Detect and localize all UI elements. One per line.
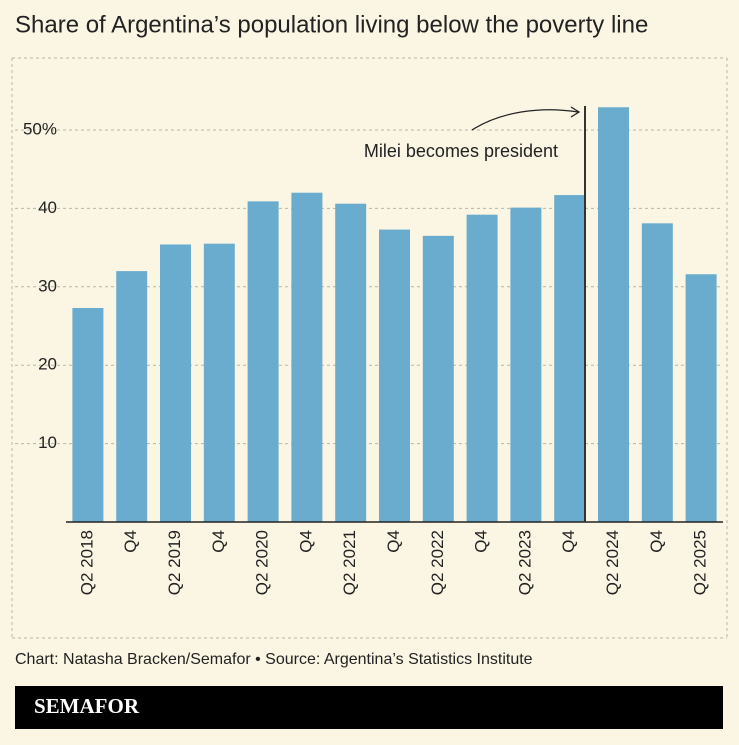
x-tick-label: Q2 2021 <box>340 530 359 595</box>
bar <box>203 243 235 522</box>
y-tick-label: 50% <box>23 119 57 138</box>
brand-bar <box>15 686 723 729</box>
bar <box>116 271 148 522</box>
x-tick-label: Q2 2018 <box>77 530 96 595</box>
plot-area: 10 20 30 40 50% Q2 2018 Q4 Q2 2019 Q4 Q2 2020 Q4 Q2… <box>15 107 723 595</box>
chart-title: Share of Argentina’s population living b… <box>15 11 648 38</box>
x-tick-label: Q2 2020 <box>253 530 272 595</box>
bar <box>335 203 367 523</box>
brand-logo: SEMAFOR <box>34 694 140 718</box>
x-tick-label: Q4 <box>384 530 403 553</box>
y-tick-label: 30 <box>38 276 57 295</box>
annotation-arrow <box>471 109 579 131</box>
x-tick-label: Q2 2024 <box>603 530 622 595</box>
x-tick-label: Q4 <box>559 530 578 553</box>
bar <box>422 235 454 522</box>
bar <box>291 192 323 522</box>
x-tick-label: Q4 <box>647 530 666 553</box>
y-tick-label: 40 <box>38 198 57 217</box>
bar <box>598 107 629 522</box>
bar <box>466 214 498 522</box>
bar <box>379 229 410 522</box>
x-tick-label: Q4 <box>472 530 491 553</box>
y-tick-label: 20 <box>38 355 57 374</box>
bar <box>247 201 279 522</box>
bar <box>160 244 191 523</box>
x-tick-label: Q4 <box>296 530 315 553</box>
arrow-head <box>570 106 581 118</box>
bar <box>510 207 542 522</box>
bar <box>641 223 673 522</box>
annotation: Milei becomes president <box>364 141 558 161</box>
y-tick-label: 10 <box>38 433 57 452</box>
bar <box>72 307 104 522</box>
x-tick-label: Q4 <box>209 530 228 553</box>
bar <box>685 274 717 522</box>
x-tick-label: Q2 2023 <box>515 530 534 595</box>
x-tick-label: Q2 2025 <box>691 530 710 595</box>
bar <box>554 195 586 522</box>
x-tick-label: Q2 2022 <box>428 530 447 595</box>
x-tick-label: Q4 <box>121 530 140 553</box>
x-tick-label: Q2 2019 <box>165 530 184 595</box>
source-note: Chart: Natasha Bracken/Semafor • Source:… <box>15 651 533 668</box>
